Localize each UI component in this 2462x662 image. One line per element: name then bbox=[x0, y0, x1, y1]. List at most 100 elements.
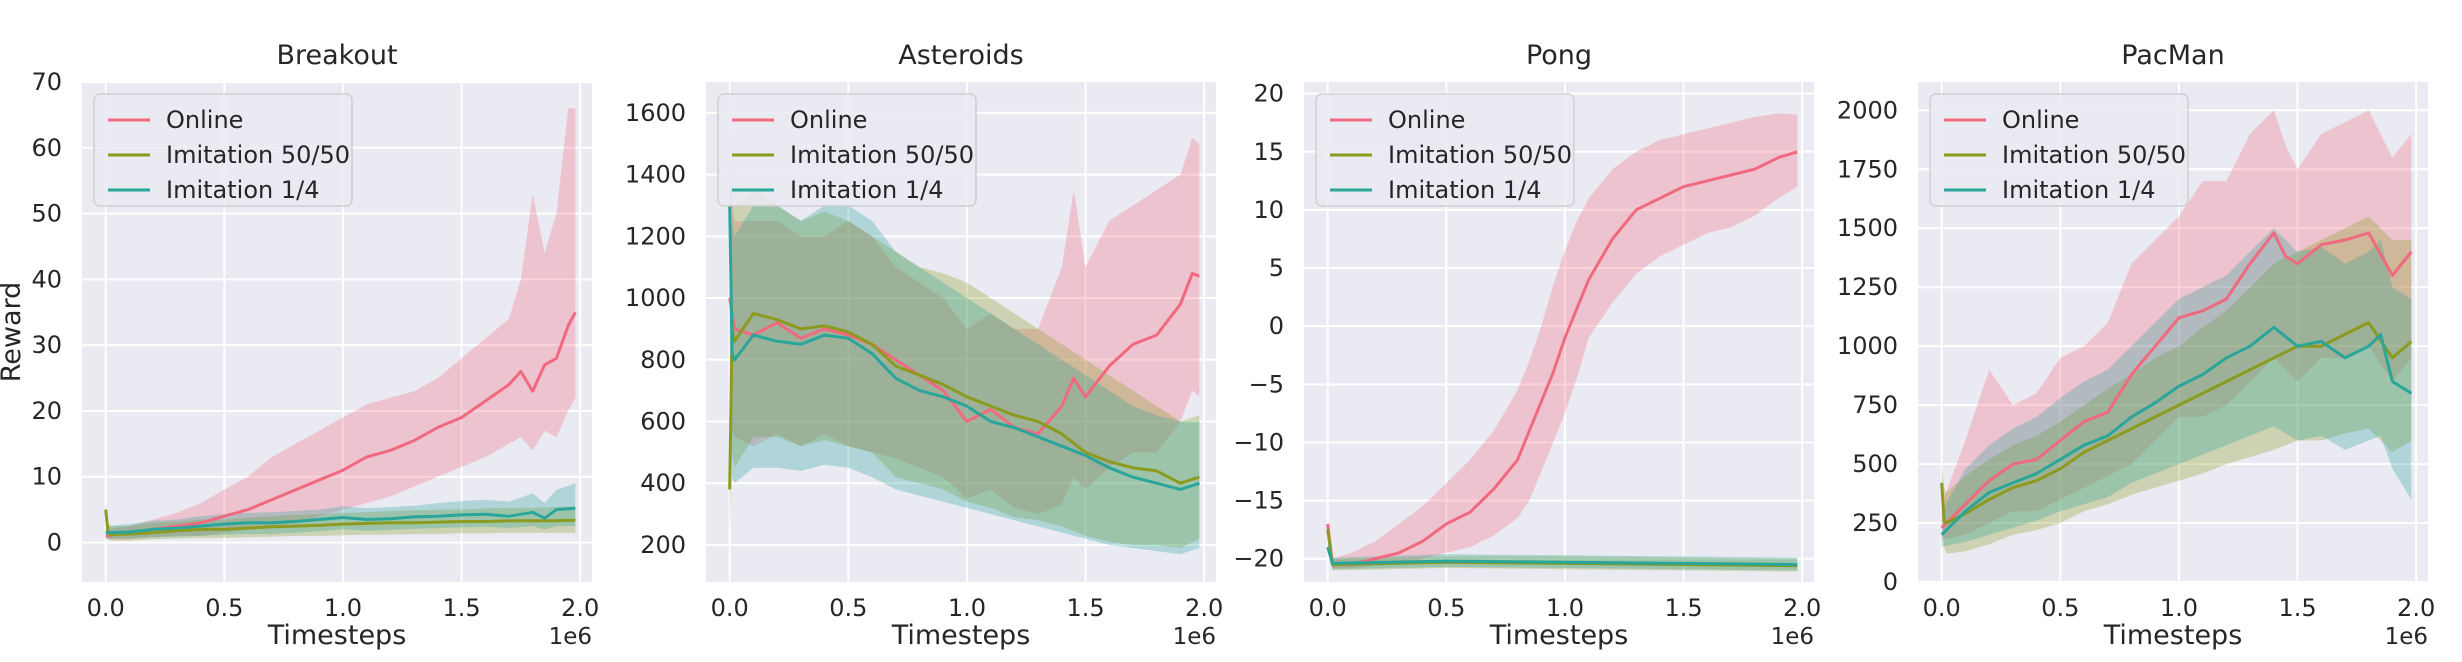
legend-entry: Imitation 50/50 bbox=[1388, 141, 1572, 169]
legend: Online Imitation 50/50 Imitation 1/4 bbox=[717, 93, 977, 207]
legend-frame bbox=[93, 93, 353, 207]
x-offset-label: 1e6 bbox=[1771, 624, 1814, 650]
x-axis-label: Timesteps bbox=[891, 620, 1031, 651]
x-tick-label: 1.0 bbox=[948, 594, 986, 622]
y-tick-label: −10 bbox=[1233, 428, 1284, 456]
series-line-0 bbox=[1326, 150, 1798, 567]
y-tick-label: 50 bbox=[31, 200, 62, 228]
y-tick-label: 750 bbox=[1852, 391, 1898, 419]
legend-entry: Imitation 1/4 bbox=[790, 176, 943, 204]
chart-title: Asteroids bbox=[898, 40, 1023, 71]
x-tick-label: 0.0 bbox=[1309, 594, 1347, 622]
x-axis-label: Timesteps bbox=[1489, 620, 1629, 651]
chart-title: Breakout bbox=[276, 40, 397, 71]
y-tick-label: 60 bbox=[31, 134, 62, 162]
x-tick-label: 0.0 bbox=[87, 594, 125, 622]
series-line-2 bbox=[105, 506, 576, 535]
y-tick-label: 0 bbox=[47, 529, 62, 557]
y-tick-label: −15 bbox=[1233, 487, 1284, 515]
y-tick-label: 1200 bbox=[625, 222, 686, 250]
subplot-pong: 0.0 0.5 1.0 1.5 2.0 −20 −15 −10 −5 0 5 10 15 20 1e6 Tim… bbox=[1233, 40, 1821, 651]
y-tick-label: 0 bbox=[1269, 312, 1284, 340]
series-line-1 bbox=[728, 312, 1200, 490]
x-tick-label: 2.0 bbox=[561, 594, 599, 622]
legend-entry: Online bbox=[166, 106, 243, 134]
y-tick-label: 20 bbox=[1253, 80, 1284, 108]
legend-frame bbox=[1315, 93, 1575, 207]
series-line-2 bbox=[1940, 325, 2413, 536]
y-tick-label: −5 bbox=[1249, 370, 1284, 398]
x-tick-label: 0.5 bbox=[2041, 594, 2079, 622]
legend-entry: Online bbox=[2002, 106, 2079, 134]
legend: Online Imitation 50/50 Imitation 1/4 bbox=[1929, 93, 2189, 207]
confidence-band-0 bbox=[105, 108, 576, 540]
confidence-band-0 bbox=[1941, 110, 2412, 540]
chart-title: Pong bbox=[1526, 40, 1592, 71]
y-tick-label: 800 bbox=[640, 346, 686, 374]
x-tick-label: 0.0 bbox=[711, 594, 749, 622]
x-tick-label: 0.0 bbox=[1923, 594, 1961, 622]
y-tick-label: 40 bbox=[31, 265, 62, 293]
x-axis-label: Timesteps bbox=[267, 620, 407, 651]
y-tick-label: 1750 bbox=[1837, 155, 1898, 183]
y-tick-label: 1250 bbox=[1837, 273, 1898, 301]
y-tick-label: 10 bbox=[1253, 196, 1284, 224]
y-tick-label: 1000 bbox=[625, 284, 686, 312]
y-tick-label: 15 bbox=[1253, 138, 1284, 166]
x-tick-label: 2.0 bbox=[1783, 594, 1821, 622]
y-tick-label: 1400 bbox=[625, 161, 686, 189]
y-tick-label: 70 bbox=[31, 68, 62, 96]
legend-frame bbox=[717, 93, 977, 207]
x-tick-label: 1.5 bbox=[1664, 594, 1702, 622]
series-line-0 bbox=[1940, 231, 2413, 529]
y-tick-label: 0 bbox=[1883, 568, 1898, 596]
y-tick-label: 400 bbox=[640, 469, 686, 497]
x-tick-label: 2.0 bbox=[2397, 594, 2435, 622]
x-tick-label: 1.0 bbox=[1546, 594, 1584, 622]
series-line-0 bbox=[105, 311, 577, 538]
x-offset-label: 1e6 bbox=[1173, 624, 1216, 650]
legend-entry: Imitation 1/4 bbox=[166, 176, 319, 204]
y-axis-label: Reward bbox=[0, 282, 27, 383]
y-tick-label: 30 bbox=[31, 331, 62, 359]
y-tick-label: 20 bbox=[31, 397, 62, 425]
legend-entry: Imitation 1/4 bbox=[2002, 176, 2155, 204]
y-tick-label: 1600 bbox=[625, 99, 686, 127]
confidence-band-1 bbox=[105, 503, 576, 541]
y-tick-label: 10 bbox=[31, 463, 62, 491]
confidence-band-2 bbox=[729, 112, 1200, 555]
x-tick-label: 1.5 bbox=[1066, 594, 1104, 622]
y-tick-label: 250 bbox=[1852, 509, 1898, 537]
x-tick-label: 0.5 bbox=[1427, 594, 1465, 622]
x-offset-label: 1e6 bbox=[549, 624, 592, 650]
y-tick-label: 600 bbox=[640, 408, 686, 436]
confidence-band-1 bbox=[729, 190, 1200, 548]
x-tick-label: 1.5 bbox=[2278, 594, 2316, 622]
series-line-2 bbox=[728, 205, 1200, 491]
x-tick-label: 1.5 bbox=[442, 594, 480, 622]
y-tick-label: 200 bbox=[640, 531, 686, 559]
subplot-asteroids: 0.0 0.5 1.0 1.5 2.0 200 400 600 800 1000 1200 1400 1… bbox=[625, 40, 1223, 651]
legend-entry: Online bbox=[790, 106, 867, 134]
x-offset-label: 1e6 bbox=[2385, 624, 2428, 650]
x-axis-label: Timesteps bbox=[2103, 620, 2243, 651]
legend-frame bbox=[1929, 93, 2189, 207]
y-tick-label: −20 bbox=[1233, 545, 1284, 573]
x-tick-label: 1.0 bbox=[324, 594, 362, 622]
legend-entry: Imitation 1/4 bbox=[1388, 176, 1541, 204]
confidence-band-0 bbox=[729, 137, 1200, 515]
x-tick-label: 0.5 bbox=[205, 594, 243, 622]
x-tick-label: 2.0 bbox=[1185, 594, 1223, 622]
subplot-pacman: 0.0 0.5 1.0 1.5 2.0 0 250 500 750 1000 1250 1500 175… bbox=[1837, 40, 2435, 651]
y-tick-label: 500 bbox=[1852, 450, 1898, 478]
confidence-band-1 bbox=[1327, 523, 1798, 572]
legend: Online Imitation 50/50 Imitation 1/4 bbox=[1315, 93, 1575, 207]
x-tick-label: 1.0 bbox=[2160, 594, 2198, 622]
legend-entry: Online bbox=[1388, 106, 1465, 134]
legend: Online Imitation 50/50 Imitation 1/4 bbox=[93, 93, 353, 207]
legend-entry: Imitation 50/50 bbox=[166, 141, 350, 169]
y-tick-label: 1500 bbox=[1837, 214, 1898, 242]
series-line-1 bbox=[1940, 321, 2413, 525]
y-tick-label: 1000 bbox=[1837, 332, 1898, 360]
